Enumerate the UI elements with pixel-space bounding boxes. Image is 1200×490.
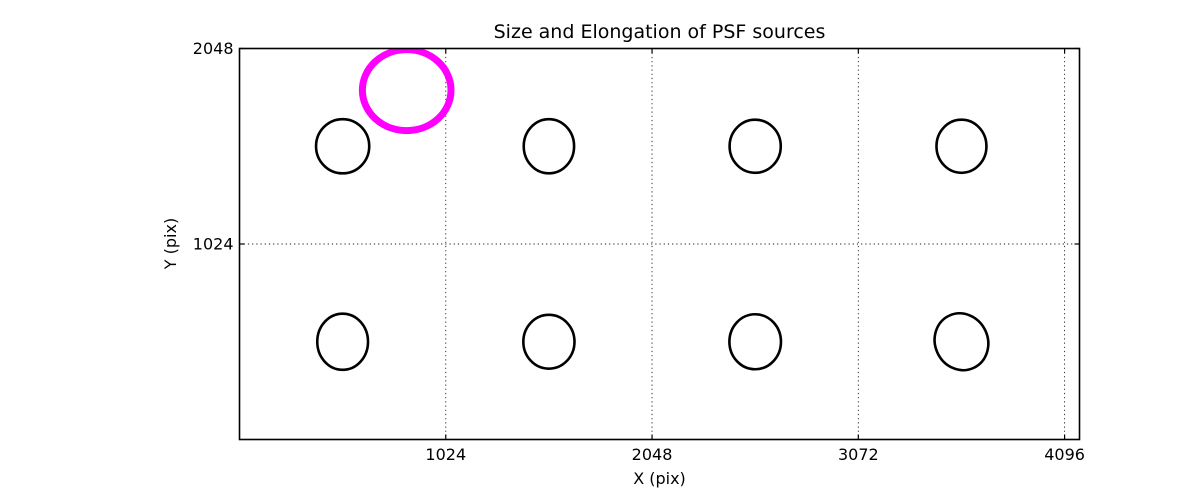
tick-label-layer: 1024 2048 3072 4096 1024 2048 [193, 39, 1085, 464]
highlight-source-ellipse [358, 48, 455, 135]
psf-source-ellipse [522, 117, 576, 175]
x-tick-label: 3072 [838, 445, 879, 464]
psf-source-ellipse [522, 313, 576, 370]
psf-source-ellipse [728, 312, 783, 371]
x-axis-label: X (pix) [633, 469, 686, 488]
y-axis-label: Y (pix) [161, 218, 180, 270]
x-tick-label: 1024 [425, 445, 466, 464]
psf-marker-layer [314, 48, 990, 372]
tick-mark-layer [239, 47, 1080, 440]
x-tick-label: 2048 [632, 445, 673, 464]
psf-source-ellipse [315, 312, 370, 372]
psf-source-ellipse [935, 118, 988, 175]
psf-source-ellipse [728, 118, 783, 175]
y-tick-label: 2048 [193, 39, 234, 58]
psf-source-ellipse [933, 312, 990, 372]
y-tick-label: 1024 [193, 235, 234, 254]
chart-title: Size and Elongation of PSF sources [494, 21, 826, 43]
psf-source-ellipse [314, 117, 371, 175]
x-tick-label: 4096 [1044, 445, 1085, 464]
